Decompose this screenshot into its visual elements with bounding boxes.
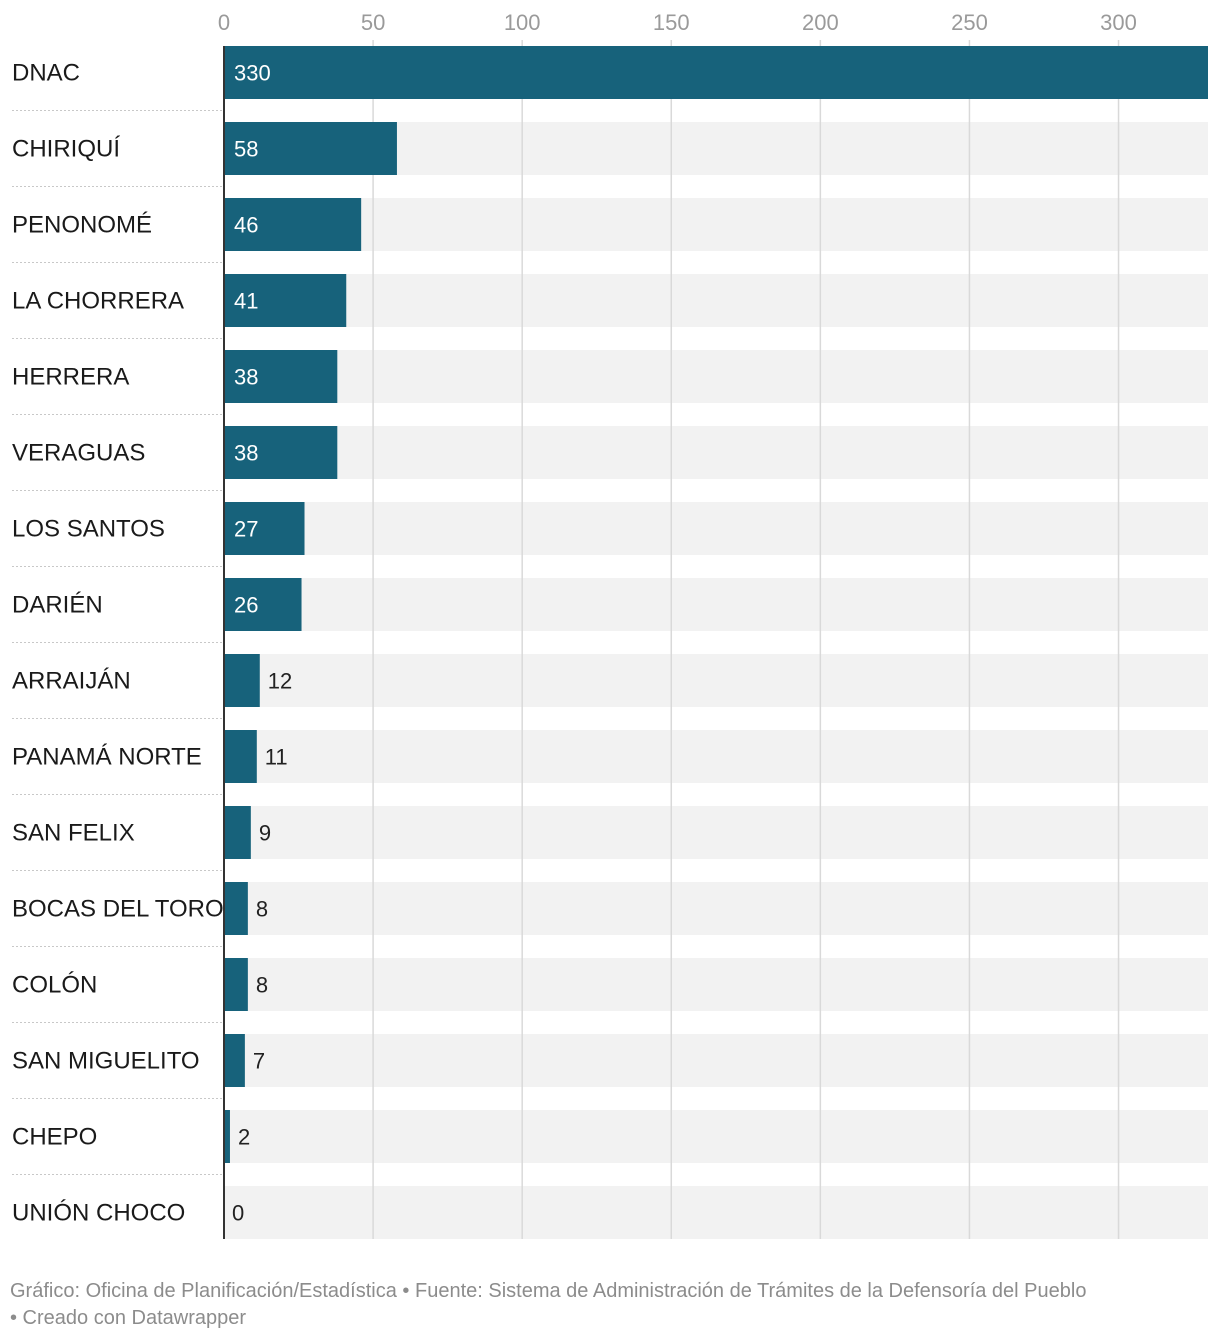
bar-track xyxy=(224,882,1208,935)
category-label: PANAMÁ NORTE xyxy=(12,744,202,771)
row-separators xyxy=(12,110,224,1175)
bar xyxy=(224,350,338,403)
value-label: 8 xyxy=(256,973,268,998)
value-label: 12 xyxy=(268,669,292,694)
bar-track xyxy=(224,578,1208,631)
value-label: 7 xyxy=(253,1049,265,1074)
bar xyxy=(224,806,251,859)
category-label: SAN FELIX xyxy=(12,820,135,847)
category-label: DNAC xyxy=(12,60,80,87)
bar xyxy=(224,198,362,251)
bar-track xyxy=(224,426,1208,479)
category-label: ARRAIJÁN xyxy=(12,668,131,695)
x-tick-label: 0 xyxy=(218,10,230,35)
bar-track xyxy=(224,502,1208,555)
bar xyxy=(224,578,302,631)
x-tick-label: 50 xyxy=(361,10,385,35)
category-label: HERRERA xyxy=(12,364,129,391)
value-label: 330 xyxy=(234,61,271,86)
bar-chart: 0 50 100 150 200 250 300 DNAC CHIRIQUÍ PENONOMÉ L… xyxy=(12,10,1208,1239)
value-label: 0 xyxy=(232,1201,244,1226)
category-label: CHEPO xyxy=(12,1124,97,1151)
x-tick-label: 100 xyxy=(504,10,541,35)
bar xyxy=(224,426,338,479)
value-label: 41 xyxy=(234,289,258,314)
value-label: 27 xyxy=(234,517,258,542)
footer-source: • Fuente: Sistema de Administración de T… xyxy=(402,1280,1087,1302)
value-label: 38 xyxy=(234,441,258,466)
bar-track xyxy=(224,1186,1208,1239)
footer-credit: Gráfico: Oficina de Planificación/Estadí… xyxy=(10,1280,397,1302)
bar-tracks xyxy=(224,46,1208,1239)
bar xyxy=(224,882,248,935)
bar-track xyxy=(224,274,1208,327)
x-tick-label: 250 xyxy=(951,10,988,35)
category-label: UNIÓN CHOCO xyxy=(12,1200,185,1227)
bar-track xyxy=(224,350,1208,403)
value-label: 58 xyxy=(234,137,258,162)
category-label: LA CHORRERA xyxy=(12,288,184,315)
bar-track xyxy=(224,730,1208,783)
value-labels: 330 58 46 41 38 38 27 26 12 11 9 8 8 7 2 0 xyxy=(232,61,292,1226)
bar-track xyxy=(224,198,1208,251)
bar-track xyxy=(224,1034,1208,1087)
category-labels: DNAC CHIRIQUÍ PENONOMÉ LA CHORRERA HERRERA VE… xyxy=(12,60,224,1227)
value-label: 11 xyxy=(265,745,288,770)
value-label: 8 xyxy=(256,897,268,922)
value-label: 26 xyxy=(234,593,258,618)
bar-track xyxy=(224,1110,1208,1163)
category-label: BOCAS DEL TORO xyxy=(12,896,224,923)
bar xyxy=(224,502,305,555)
category-label: DARIÉN xyxy=(12,592,103,619)
value-label: 2 xyxy=(238,1125,250,1150)
x-tick-label: 150 xyxy=(653,10,690,35)
bar xyxy=(224,46,1208,99)
x-tick-label: 300 xyxy=(1100,10,1137,35)
bar xyxy=(224,1034,245,1087)
category-label: PENONOMÉ xyxy=(12,212,152,239)
x-tick-label: 200 xyxy=(802,10,839,35)
chart-footer: Gráfico: Oficina de Planificación/Estadí… xyxy=(10,1278,1210,1332)
category-label: CHIRIQUÍ xyxy=(12,136,120,163)
value-label: 9 xyxy=(259,821,271,846)
category-label: LOS SANTOS xyxy=(12,516,165,543)
grid-lines xyxy=(372,40,1120,1239)
value-label: 38 xyxy=(234,365,258,390)
bar-track xyxy=(224,806,1208,859)
category-label: VERAGUAS xyxy=(12,440,145,467)
bars xyxy=(224,46,1208,1163)
bar xyxy=(224,958,248,1011)
bar xyxy=(224,654,260,707)
category-label: SAN MIGUELITO xyxy=(12,1048,200,1075)
value-label: 46 xyxy=(234,213,258,238)
bar xyxy=(224,274,347,327)
bar xyxy=(224,1110,230,1163)
footer-created-with: • Creado con Datawrapper xyxy=(10,1307,247,1329)
bar-track xyxy=(224,958,1208,1011)
category-label: COLÓN xyxy=(12,972,97,999)
bar xyxy=(224,730,257,783)
bar xyxy=(224,122,397,175)
x-axis-ticks: 0 50 100 150 200 250 300 xyxy=(218,10,1137,35)
bar-track xyxy=(224,654,1208,707)
